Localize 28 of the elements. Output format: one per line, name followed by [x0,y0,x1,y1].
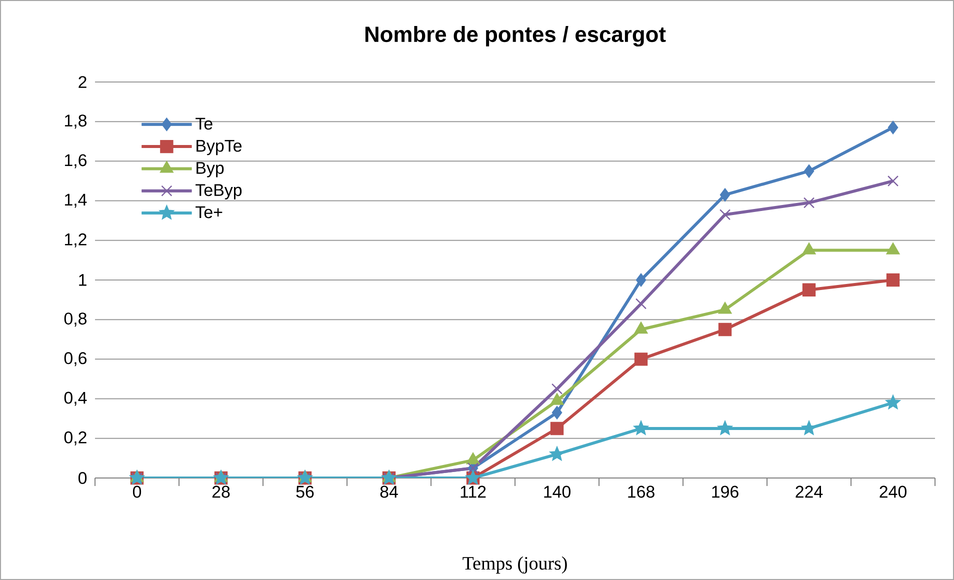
y-tick-label: 0,2 [64,431,86,446]
y-tick-label: 1 [79,274,86,286]
y-tick-label: 1,4 [64,194,87,208]
x-axis-title: Temps (jours) [462,556,567,574]
legend-label: TeByp [196,184,242,200]
legend-label: Te [196,118,212,130]
x-tick-label: 140 [544,486,570,498]
y-tick-label: 1,6 [64,154,86,168]
x-tick-label: 168 [628,486,654,498]
legend-label: Te+ [196,206,222,218]
legend-label: BypTe [196,140,242,156]
y-tick-label: 0,8 [64,312,87,327]
y-tick-label: 1,2 [64,233,86,248]
legend-label: Byp [196,162,224,178]
y-tick-label: 0 [78,472,87,484]
y-tick-label: 0,6 [64,352,86,366]
x-tick-label: 224 [796,486,823,498]
y-tick-label: 0,4 [64,392,87,406]
x-tick-label: 112 [460,486,486,498]
y-tick-label: 2 [78,76,86,88]
y-tick-label: 1,8 [64,114,87,129]
x-tick-label: 0 [132,486,142,498]
x-tick-label: 28 [212,486,230,498]
chart-title: Nombre de pontes / escargot [365,26,666,46]
x-tick-label: 56 [296,486,314,498]
x-tick-label: 84 [380,486,398,498]
x-tick-label: 240 [880,486,906,498]
x-tick-label: 196 [712,486,738,498]
